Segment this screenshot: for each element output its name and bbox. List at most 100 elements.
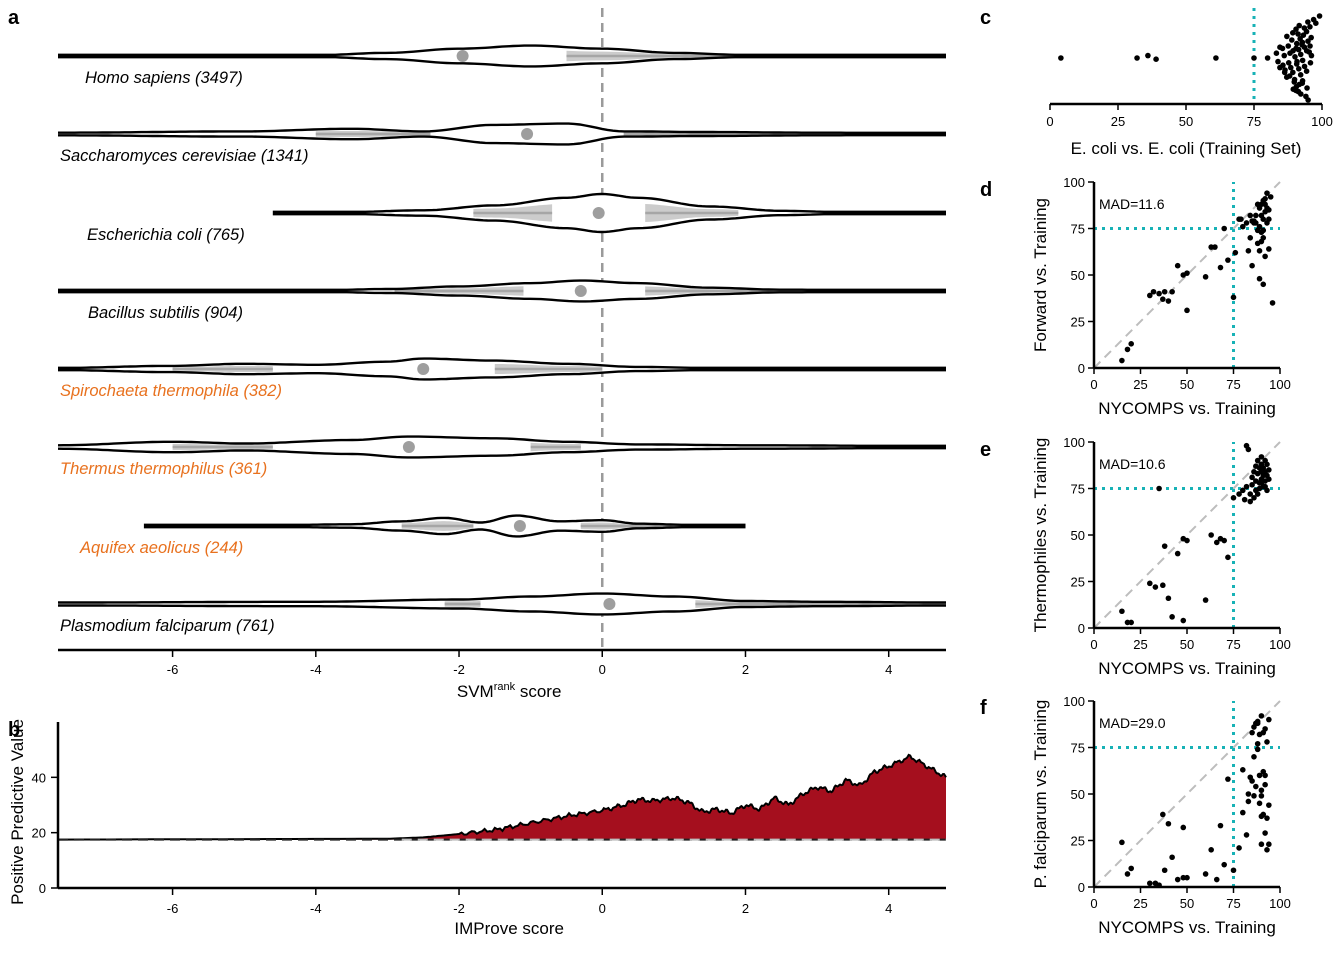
scatter-point [1221, 861, 1227, 868]
scatter-point [1232, 249, 1239, 256]
scatter-point [1213, 876, 1220, 883]
scatter-point [1184, 307, 1190, 314]
x-tick-label: 2 [742, 901, 749, 916]
scatter-point [1245, 798, 1252, 805]
scatter-point [1208, 532, 1214, 538]
scatter-point [1293, 26, 1299, 32]
x-tick-label: -6 [167, 662, 179, 677]
panel-letter-a: a [8, 7, 20, 29]
scatter-point [1281, 69, 1288, 76]
violin-body [58, 436, 946, 458]
scatter-point [1152, 584, 1159, 590]
scatter-point [1160, 582, 1166, 589]
scatter-point [1240, 487, 1246, 494]
x-axis-title: E. coli vs. E. coli (Training Set) [1071, 139, 1302, 158]
scatter-point [1299, 57, 1306, 64]
scatter-point [1225, 257, 1231, 263]
scatter-point [1253, 783, 1259, 790]
scatter-point [1119, 357, 1125, 364]
scatter-point [1303, 28, 1310, 35]
species-label: Aquifex aeolicus (244) [79, 539, 243, 557]
violin-outline-top [58, 592, 946, 604]
scatter-point [1180, 617, 1187, 624]
scatter-point [1301, 63, 1308, 70]
violin-outline-bottom [58, 134, 946, 146]
scatter-point [1202, 274, 1209, 280]
scatter-point [1249, 729, 1255, 736]
scatter-point [1313, 20, 1319, 27]
scatter-point [1308, 34, 1314, 41]
scatter-point [1277, 64, 1283, 71]
scatter-point [1119, 839, 1125, 846]
scatter-point [1262, 726, 1268, 732]
scatter-point [1247, 491, 1254, 497]
scatter-point [1266, 716, 1272, 723]
x-axis-title: NYCOMPS vs. Training [1098, 659, 1276, 678]
scatter-point [1247, 235, 1254, 241]
y-tick-label: 25 [1071, 315, 1085, 330]
scatter-point [1156, 290, 1162, 297]
scatter-point [1256, 223, 1263, 230]
scatter-point [1180, 824, 1187, 831]
scatter-point [1221, 225, 1227, 232]
scatter-point [1213, 55, 1219, 61]
scatter-point [1260, 216, 1267, 222]
scatter-point [1262, 830, 1268, 836]
scatter-point [1169, 854, 1175, 861]
scatter-point [1289, 37, 1295, 43]
y-tick-label: 25 [1071, 834, 1085, 849]
scatter-point [1266, 216, 1272, 222]
violin-outline-bottom [58, 56, 946, 68]
x-tick-label: 50 [1180, 896, 1194, 911]
y-tick-label: 75 [1071, 482, 1085, 497]
scatter-point [1160, 811, 1166, 818]
scatter-point [1245, 446, 1252, 453]
scatter-point [1230, 495, 1237, 501]
scatter-point [1258, 480, 1265, 486]
scatter-point [1262, 201, 1268, 208]
scatter-point [1295, 66, 1302, 72]
scatter-point [1264, 739, 1270, 745]
scatter-point [1174, 262, 1181, 269]
x-tick-label: -4 [310, 901, 322, 916]
scatter-point [1269, 300, 1276, 306]
x-tick-label: 75 [1226, 896, 1240, 911]
mad-annotation: MAD=29.0 [1099, 715, 1166, 731]
violin-plot-panel: Homo sapiens (3497) Saccharomyces cerevis… [0, 8, 946, 701]
violin-outline-top [58, 357, 946, 369]
scatter-point [1147, 880, 1153, 887]
scatter-point [1307, 43, 1313, 49]
scatter-point [1161, 867, 1168, 874]
scatter-point [1308, 52, 1315, 59]
violin-median-point [513, 520, 526, 532]
scatter-point [1253, 487, 1259, 494]
scatter-point [1251, 495, 1257, 501]
scatter-point [1251, 754, 1257, 760]
scatter-point [1256, 248, 1263, 254]
scatter-point [1128, 341, 1134, 347]
panel-letter-c: c [980, 7, 991, 29]
scatter-point [1208, 847, 1214, 853]
scatter-point [1251, 793, 1257, 799]
violin-outline-bottom [143, 526, 746, 538]
scatter-point [1262, 195, 1268, 202]
scatter-point [1221, 537, 1227, 544]
scatter-point [1290, 69, 1296, 76]
violin-outline-bottom [57, 447, 946, 459]
violin-body [58, 45, 946, 67]
scatter-point [1264, 190, 1270, 196]
x-tick-label: 100 [1269, 637, 1291, 652]
scatter-point [1258, 793, 1265, 799]
violin-body [272, 194, 946, 232]
x-tick-label: -2 [453, 901, 465, 916]
scatter-point [1305, 97, 1311, 103]
scatter-point [1291, 76, 1298, 83]
violin-outline-top [272, 192, 946, 213]
violin-median-point [574, 285, 587, 297]
scatter-point [1251, 55, 1257, 61]
scatter-point [1289, 30, 1296, 36]
ppv-area [58, 754, 946, 840]
scatter-point [1240, 809, 1246, 816]
y-tick-label: 25 [1071, 575, 1085, 590]
scatter-point [1150, 288, 1157, 295]
